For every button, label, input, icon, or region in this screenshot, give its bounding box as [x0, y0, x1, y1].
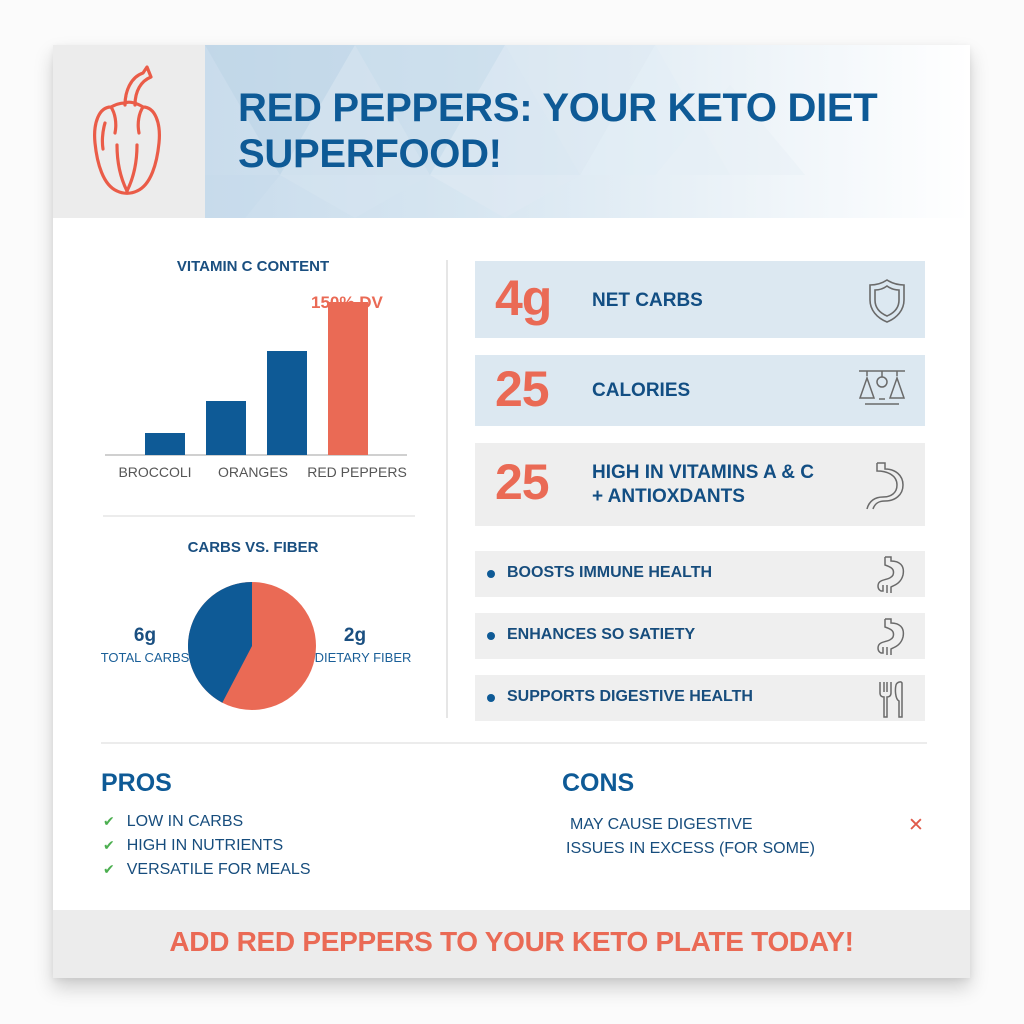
check-icon: ✔ [103, 837, 115, 853]
bar-oranges [206, 401, 246, 455]
pro-text: VERSATILE FOR MEALS [126, 861, 311, 878]
header-banner [205, 45, 970, 218]
stat-value: 4g [495, 270, 552, 326]
stat-label: CALORIES [592, 380, 691, 401]
con-line1: MAY CAUSE DIGESTIVE [570, 816, 753, 833]
benefit-text: SUPPORTS DIGESTIVE HEALTH [507, 688, 753, 705]
section-divider [101, 742, 927, 744]
stat-label: HIGH IN VITAMINS A & C + ANTIOXDANTS [592, 461, 814, 509]
stat-label: NET CARBS [592, 290, 703, 311]
bullet-dot [487, 632, 495, 640]
stomach-icon [877, 556, 905, 593]
balance-scale-icon [858, 370, 906, 405]
bell-pepper-icon [93, 65, 161, 195]
header: RED PEPPERS: YOUR KETO DIET SUPERFOOD! [53, 45, 970, 218]
vitamin-chart-title: VITAMIN C CONTENT [176, 258, 330, 275]
cons-heading: CONS [562, 769, 635, 797]
benefit-text: BOOSTS IMMUNE HEALTH [507, 564, 713, 581]
vitamin-bar-chart: BROCCOLI ORANGES RED PEPPERS [105, 285, 407, 485]
stat-label-line1: HIGH IN VITAMINS A & C [592, 462, 815, 483]
logo-box [53, 45, 205, 218]
footer-banner: ADD RED PEPPERS TO YOUR KETO PLATE TODAY… [53, 910, 970, 978]
pie-right-label: DIETARY FIBER [314, 650, 412, 665]
left-divider [103, 515, 415, 517]
bar-oranges-tall [267, 351, 307, 455]
stomach-icon [866, 462, 904, 510]
pie-right-value: 2g [343, 625, 367, 646]
bar-red-peppers [328, 302, 368, 455]
stat-value: 25 [495, 454, 550, 510]
con-line2: ISSUES IN EXCESS (FOR SOME) [566, 840, 815, 857]
pie-graphic [187, 582, 316, 710]
triangle-pattern [205, 45, 805, 218]
bar-label-broccoli: BROCCOLI [118, 464, 192, 480]
pro-item: ✔ HIGH IN NUTRIENTS [103, 837, 283, 855]
stat-calories: 25 CALORIES [475, 355, 925, 426]
check-icon: ✔ [103, 861, 115, 877]
pro-text: LOW IN CARBS [126, 813, 244, 830]
shield-icon [869, 279, 905, 323]
benefit-item: ENHANCES SO SATIETY [475, 613, 925, 659]
stat-value: 25 [495, 361, 550, 417]
x-icon: ✕ [908, 815, 924, 836]
stat-net-carbs: 4g NET CARBS [475, 261, 925, 338]
benefit-item: BOOSTS IMMUNE HEALTH [475, 551, 925, 597]
bullet-dot [487, 694, 495, 702]
check-icon: ✔ [103, 813, 115, 829]
bar-label-oranges: ORANGES [217, 464, 288, 480]
benefit-text: ENHANCES SO SATIETY [507, 626, 696, 643]
pie-left-label: TOTAL CARBS [100, 650, 190, 665]
pro-item: ✔ VERSATILE FOR MEALS [103, 861, 310, 879]
bar-label-red-peppers: RED PEPPERS [307, 464, 407, 480]
carbs-fiber-pie [187, 582, 316, 715]
pro-item: ✔ LOW IN CARBS [103, 813, 243, 831]
pie-chart-title: CARBS VS. FIBER [187, 539, 319, 556]
bar-broccoli [145, 433, 185, 455]
page-title: RED PEPPERS: YOUR KETO DIET SUPERFOOD! [238, 86, 878, 176]
cta-text: ADD RED PEPPERS TO YOUR KETO PLATE TODAY… [169, 926, 854, 957]
stomach-icon [877, 618, 905, 655]
fork-knife-icon [879, 681, 903, 718]
column-divider [446, 260, 448, 718]
pie-left-value: 6g [133, 625, 157, 646]
chart-baseline [105, 454, 407, 456]
pros-heading: PROS [101, 769, 172, 797]
pro-text: HIGH IN NUTRIENTS [126, 837, 284, 854]
infographic-card: RED PEPPERS: YOUR KETO DIET SUPERFOOD! V… [53, 45, 970, 978]
stat-vitamins: 25 HIGH IN VITAMINS A & C + ANTIOXDANTS [475, 443, 925, 526]
benefit-item: SUPPORTS DIGESTIVE HEALTH [475, 675, 925, 721]
bullet-dot [487, 570, 495, 578]
stat-label-line2: + ANTIOXDANTS [592, 486, 745, 507]
